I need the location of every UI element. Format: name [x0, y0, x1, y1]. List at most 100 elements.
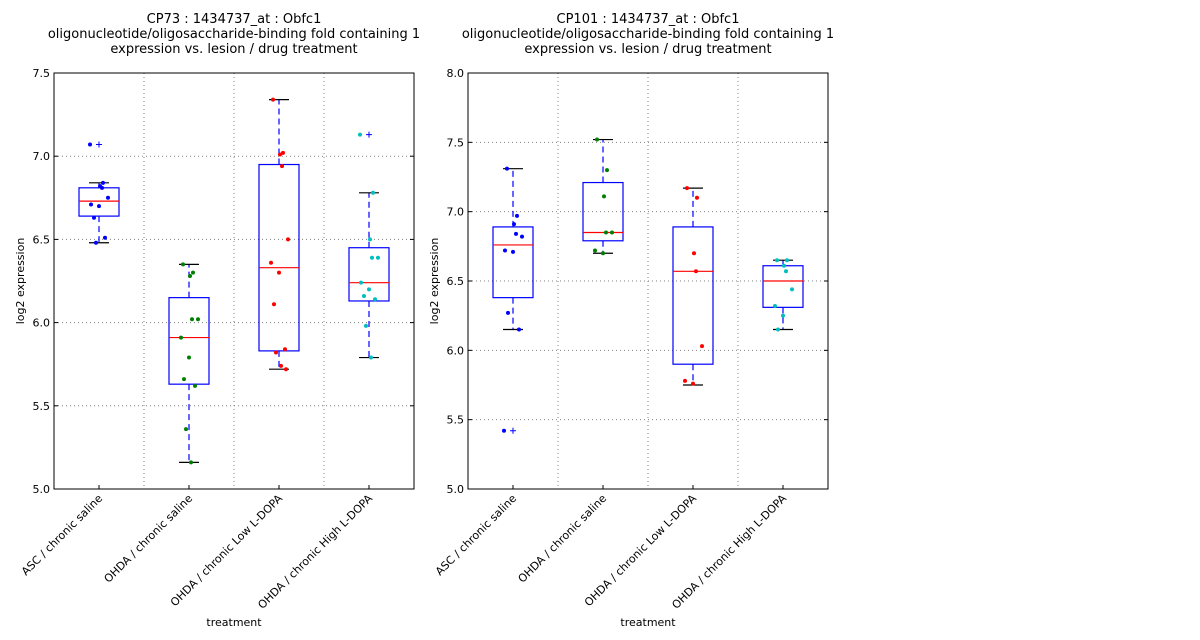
data-point — [284, 367, 288, 372]
data-point — [683, 378, 687, 383]
data-point — [188, 274, 192, 279]
x-tick-label: ASC / chronic saline — [433, 492, 519, 578]
chart-title-line-2: oligonucleotide/oligosaccharide-binding … — [48, 27, 420, 42]
x-axis-label: treatment — [620, 616, 676, 629]
x-axis-label: treatment — [206, 616, 262, 629]
x-tick-label: OHDA / chronic saline — [102, 492, 196, 586]
data-point — [187, 355, 191, 360]
y-tick-labels: 5.0 5.5 6.0 6.5 7.0 7.5 8.0 — [447, 67, 828, 496]
boxplot-3 — [258, 99, 300, 370]
box-iqr — [582, 181, 624, 242]
data-point — [274, 350, 278, 355]
outlier-marker — [96, 141, 102, 148]
y-tick-label: 5.5 — [447, 414, 465, 427]
data-point — [364, 323, 368, 328]
data-point — [505, 166, 509, 171]
data-point — [189, 460, 193, 465]
data-point — [283, 347, 287, 352]
data-point — [286, 237, 290, 242]
data-points — [88, 97, 380, 465]
y-tick-label: 5.0 — [33, 483, 51, 496]
outlier-marker — [510, 427, 516, 434]
data-point — [784, 269, 788, 274]
data-point — [695, 195, 699, 200]
data-point — [196, 317, 200, 322]
chart-panel-cp73: 5.0 5.5 6.0 6.5 7.0 7.5 ASC / chronic salineO… — [14, 12, 420, 629]
y-tick-label: 5.5 — [33, 400, 51, 413]
y-tick-label: 6.0 — [33, 317, 51, 330]
data-point — [610, 230, 614, 235]
data-point — [370, 255, 374, 260]
data-point — [790, 287, 794, 292]
data-point — [775, 258, 779, 263]
boxplots — [78, 99, 390, 463]
box-iqr — [492, 226, 534, 299]
data-point — [517, 327, 521, 332]
box-iqr — [348, 247, 390, 302]
box-iqr — [672, 226, 714, 365]
boxplot-1 — [492, 168, 534, 434]
data-point — [359, 280, 363, 285]
data-point — [605, 168, 609, 173]
y-tick-label: 6.0 — [447, 344, 465, 357]
data-point — [369, 355, 373, 360]
data-point — [776, 327, 780, 332]
data-point — [101, 180, 105, 185]
y-tick-labels: 5.0 5.5 6.0 6.5 7.0 7.5 — [33, 67, 414, 496]
boxplot-4 — [762, 259, 804, 331]
y-tick-label: 7.5 — [33, 67, 51, 80]
data-point — [92, 215, 96, 220]
data-point — [367, 287, 371, 292]
data-point — [514, 231, 518, 236]
boxplot-2 — [168, 263, 210, 463]
data-point — [269, 260, 273, 265]
y-tick-label: 8.0 — [447, 67, 465, 80]
data-point — [271, 97, 275, 102]
data-point — [89, 202, 93, 207]
data-point — [515, 213, 519, 218]
chart-panel-cp101: 5.0 5.5 6.0 6.5 7.0 7.5 8.0 ASC / chronic sali… — [428, 12, 834, 629]
data-point — [692, 251, 696, 256]
data-point — [281, 150, 285, 155]
data-point — [376, 255, 380, 260]
data-point — [506, 310, 510, 315]
y-tick-label: 7.0 — [447, 206, 465, 219]
data-point — [280, 164, 284, 169]
chart-title-line-2: oligonucleotide/oligosaccharide-binding … — [462, 27, 834, 42]
box-iqr — [78, 187, 120, 217]
data-point — [691, 381, 695, 386]
data-point — [604, 230, 608, 235]
data-point — [106, 195, 110, 200]
data-point — [103, 235, 107, 240]
data-point — [595, 137, 599, 142]
data-point — [694, 269, 698, 274]
plot-frame — [53, 72, 415, 490]
y-tick-label: 7.5 — [447, 136, 465, 149]
x-tick-label: OHDA / chronic saline — [516, 492, 610, 586]
data-point — [179, 335, 183, 340]
chart-title-line-3: expression vs. lesion / drug treatment — [110, 42, 357, 57]
data-point — [511, 249, 515, 254]
data-point — [512, 222, 516, 227]
data-points — [502, 137, 794, 433]
data-point — [601, 251, 605, 256]
data-point — [277, 270, 281, 275]
data-point — [184, 427, 188, 432]
box-iqr — [168, 297, 210, 385]
chart-title-line-1: CP101 : 1434737_at : Obfc1 — [557, 12, 740, 27]
data-point — [503, 248, 507, 253]
data-point — [785, 258, 789, 263]
data-point — [782, 263, 786, 268]
y-tick-label: 6.5 — [33, 233, 51, 246]
grid-lines — [468, 73, 828, 489]
data-point — [373, 297, 377, 302]
data-point — [100, 185, 104, 190]
data-point — [279, 363, 283, 368]
grid-lines — [54, 73, 414, 489]
data-point — [358, 132, 362, 137]
data-point — [685, 186, 689, 191]
data-point — [272, 302, 276, 307]
data-point — [94, 240, 98, 245]
